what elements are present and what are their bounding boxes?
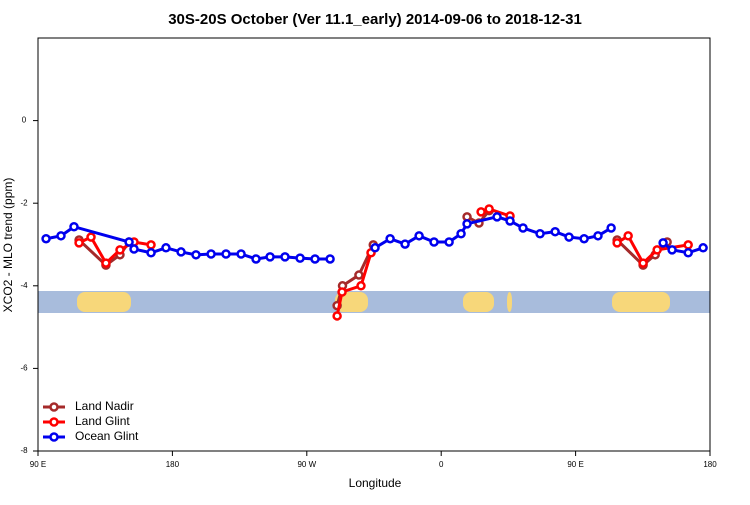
point — [74, 238, 84, 248]
point — [658, 238, 668, 248]
x-axis-label: Longitude — [349, 476, 402, 490]
map-land — [612, 292, 670, 312]
point — [683, 240, 693, 250]
point — [191, 250, 201, 260]
y-tick-label: -4 — [20, 281, 28, 290]
point — [146, 240, 156, 250]
point — [251, 254, 261, 264]
x-tick-label: 90 E — [567, 460, 583, 469]
point — [638, 258, 648, 268]
legend-label: Ocean Glint — [75, 429, 139, 443]
point — [579, 233, 589, 244]
point — [356, 281, 366, 291]
point — [146, 248, 156, 258]
point — [124, 237, 134, 247]
y-axis-label: XCO2 - MLO trend (ppm) — [1, 178, 15, 313]
y-tick-label: -6 — [20, 364, 28, 373]
point — [206, 249, 216, 259]
x-tick-label: 180 — [166, 460, 180, 469]
point — [161, 243, 171, 253]
point — [429, 237, 439, 247]
point — [69, 221, 79, 232]
point — [535, 229, 545, 239]
point — [265, 252, 275, 262]
map-land — [507, 292, 512, 312]
point — [221, 249, 231, 259]
point — [652, 245, 662, 255]
point — [492, 212, 502, 222]
series-line — [78, 207, 689, 317]
point — [332, 311, 342, 321]
point — [129, 244, 139, 254]
point — [354, 270, 364, 280]
x-tick-label: 0 — [439, 460, 444, 469]
point — [518, 223, 528, 233]
legend-marker — [49, 432, 59, 442]
point — [295, 253, 305, 263]
point — [550, 226, 560, 237]
point — [683, 248, 693, 258]
point — [310, 254, 320, 264]
plot-frame — [37, 37, 711, 452]
point — [667, 245, 677, 255]
point — [86, 232, 96, 242]
x-tick-label: 90 E — [30, 460, 46, 469]
map-land — [335, 292, 368, 312]
point — [623, 231, 633, 241]
point — [606, 223, 616, 233]
y-tick-label: 0 — [22, 116, 27, 125]
point — [56, 231, 66, 241]
point — [325, 254, 335, 264]
chart-title: 30S-20S October (Ver 11.1_early) 2014-09… — [168, 11, 582, 28]
point — [337, 287, 347, 297]
point — [462, 219, 472, 229]
point — [236, 249, 246, 259]
point — [176, 247, 186, 257]
point — [456, 229, 466, 239]
legend-marker — [49, 417, 59, 427]
point — [484, 204, 494, 214]
y-tick-label: -8 — [20, 446, 28, 455]
x-tick-label: 90 W — [297, 460, 316, 469]
y-tick-label: -2 — [20, 198, 28, 207]
point — [41, 233, 51, 244]
map-ocean — [38, 291, 710, 313]
point — [115, 245, 125, 255]
map-land — [77, 292, 131, 312]
point — [385, 233, 395, 244]
point — [444, 237, 454, 247]
point — [612, 238, 622, 248]
legend-marker — [49, 402, 59, 412]
point — [414, 231, 424, 241]
point — [370, 243, 380, 253]
point — [564, 232, 574, 242]
x-tick-label: 180 — [703, 460, 717, 469]
point — [698, 243, 708, 253]
point — [400, 239, 410, 249]
point — [280, 252, 290, 262]
series-line — [78, 209, 669, 307]
point — [593, 231, 603, 241]
point — [101, 258, 111, 268]
map-land — [463, 292, 494, 312]
legend-label: Land Glint — [75, 414, 130, 428]
legend-label: Land Nadir — [75, 399, 134, 413]
point — [505, 216, 515, 226]
point — [476, 207, 486, 217]
